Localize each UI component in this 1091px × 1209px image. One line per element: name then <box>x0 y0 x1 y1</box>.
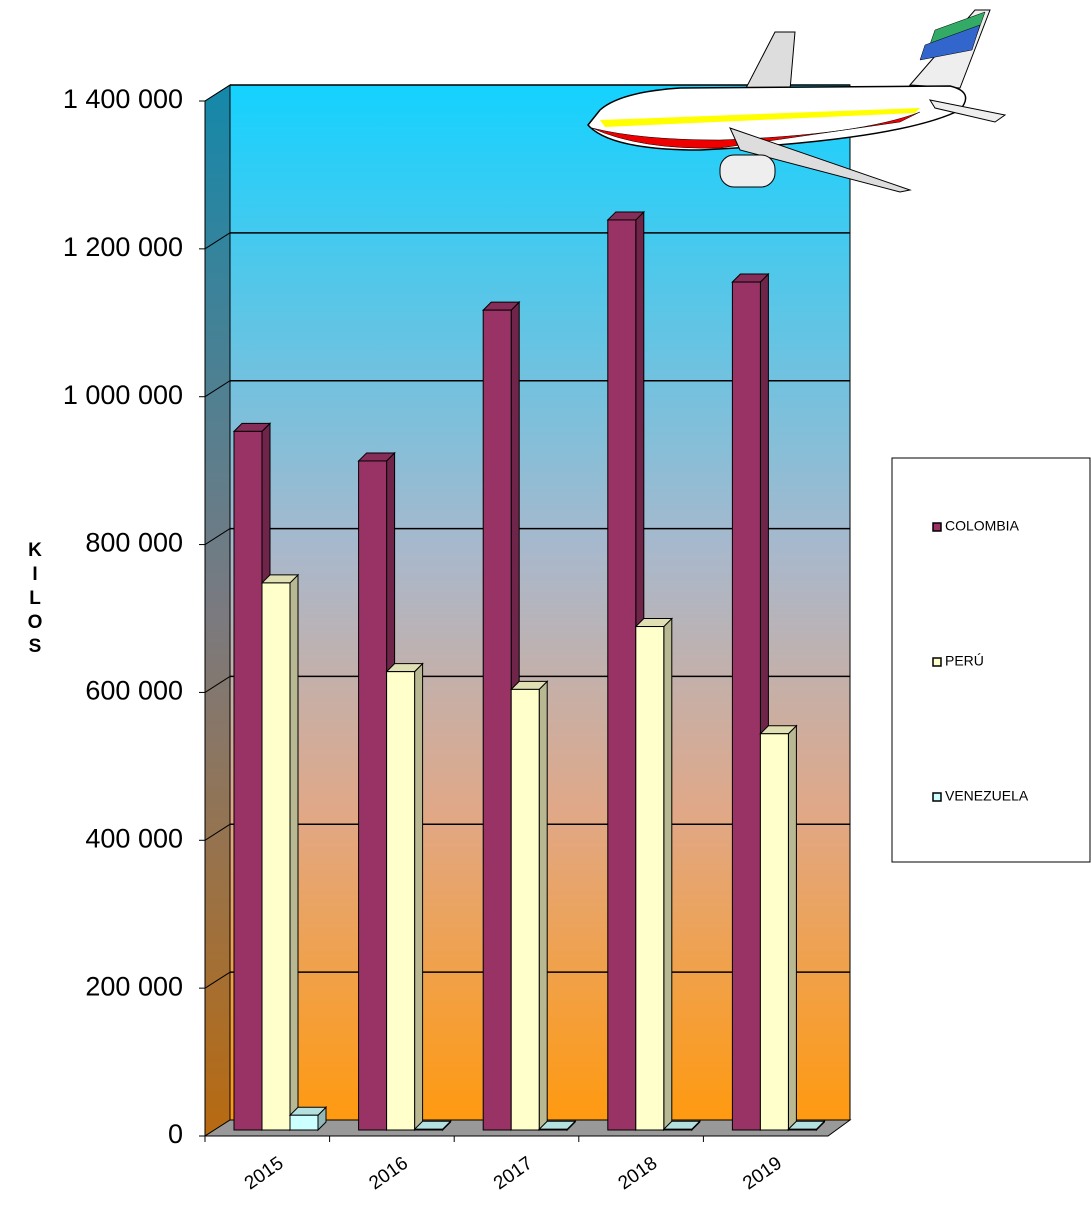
bar-front <box>482 309 512 1131</box>
bar-front <box>663 1128 693 1131</box>
legend: COLOMBIA PERÚ VENEZUELA <box>891 457 1091 863</box>
grid-line <box>204 528 231 545</box>
y-tick-label: 600 000 <box>85 676 183 706</box>
legend-label: COLOMBIA <box>945 518 1020 534</box>
bar-side <box>414 662 424 1132</box>
bar-front <box>289 1114 319 1131</box>
bar <box>662 1120 702 1132</box>
legend-label: PERÚ <box>945 653 984 669</box>
bar-side <box>538 680 548 1132</box>
x-tick-label: 2016 <box>365 1153 412 1194</box>
bar <box>413 1120 452 1132</box>
bar <box>634 617 674 1132</box>
airplane-illustration <box>587 9 1007 193</box>
y-tick-label: 0 <box>168 1119 183 1149</box>
bar-front <box>386 671 416 1131</box>
bar <box>288 1106 328 1132</box>
y-tick-label: 800 000 <box>85 528 183 558</box>
bar <box>481 300 521 1132</box>
bar <box>537 1120 577 1132</box>
x-tick-label: 2019 <box>739 1153 786 1194</box>
y-tick-label: 1 400 000 <box>63 84 183 114</box>
bar-front <box>607 219 637 1131</box>
bar <box>509 680 549 1132</box>
x-tick-label: 2015 <box>241 1153 288 1194</box>
x-tick-label: 2018 <box>615 1153 662 1194</box>
bar <box>759 724 798 1132</box>
bar-front <box>261 582 291 1131</box>
grid-line <box>204 823 231 841</box>
legend-swatch <box>932 657 942 667</box>
bar-side <box>663 617 673 1132</box>
y-tick-label: 400 000 <box>85 823 183 853</box>
bar <box>787 1120 826 1132</box>
grid-line <box>204 676 231 693</box>
y-tick-label: 1 000 000 <box>63 380 183 410</box>
grid-line <box>204 84 231 102</box>
bar-front <box>787 1128 817 1131</box>
grid-line <box>204 971 231 989</box>
y-axis-label: KILOS <box>25 540 46 660</box>
bar-front <box>233 430 263 1131</box>
bar <box>260 573 300 1132</box>
bar-front <box>358 460 388 1131</box>
bar-front <box>759 733 789 1131</box>
legend-swatch <box>932 792 942 802</box>
bar-front <box>538 1128 568 1131</box>
bar-front <box>731 281 761 1131</box>
y-tick-label: 1 200 000 <box>63 232 183 262</box>
bar-front <box>510 688 540 1131</box>
legend-label: VENEZUELA <box>945 788 1029 804</box>
y-tick-label: 200 000 <box>85 971 183 1001</box>
bar <box>385 662 424 1132</box>
grid-line <box>204 380 231 398</box>
bar-front <box>414 1128 444 1131</box>
x-tick-label: 2017 <box>490 1153 537 1194</box>
bar-side <box>787 724 797 1132</box>
bar-side <box>289 573 299 1132</box>
grid-line <box>204 232 231 250</box>
legend-swatch <box>932 522 942 532</box>
bar-front <box>635 626 665 1131</box>
